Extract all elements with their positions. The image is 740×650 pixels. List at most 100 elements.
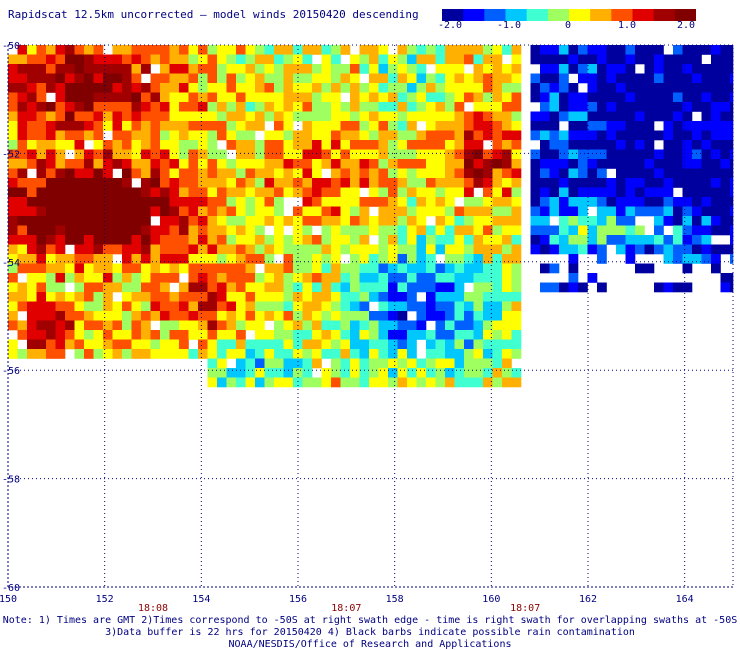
swath-cell [93,140,104,150]
swath-cell [236,92,246,103]
swath-cell [236,149,246,160]
swath-cell [483,92,493,103]
swath-cell [331,149,341,160]
swath-cell [93,235,104,245]
swath-cell [312,301,322,312]
swath-cell [635,130,645,141]
swath-cell [112,140,123,150]
swath-cell [331,368,341,378]
swath-cell [312,187,322,198]
swath-cell [597,159,607,169]
swath-cell [720,73,731,84]
swath-cell [112,54,123,65]
swath-cell [426,206,436,217]
swath-cell [445,311,455,321]
swath-cell [616,54,626,65]
swath-cell [8,92,18,103]
swath-cell [426,273,436,283]
swath-cell [321,263,332,274]
swath-cell [36,111,47,122]
swath-cell [511,197,522,207]
swath-cell [198,339,208,350]
swath-cell [112,121,123,131]
swath-cell [359,159,370,169]
swath-cell [711,254,721,264]
swath-cell [169,121,180,131]
swath-cell [112,225,123,236]
swath-cell [397,282,408,293]
swath-cell [359,244,370,255]
swath-cell [93,311,104,321]
swath-cell [673,130,683,141]
swath-cell [549,45,560,55]
swath-cell [426,292,436,302]
swath-cell [388,178,398,188]
swath-cell [635,235,645,245]
swath-cell [103,216,113,226]
swath-cell [616,121,626,131]
swath-cell [150,140,161,150]
swath-cell [321,368,332,378]
swath-cell [150,301,161,312]
swath-cell [93,121,104,131]
swath-cell [730,111,734,122]
swath-cell [407,178,417,188]
swath-cell [226,140,237,150]
swath-cell [388,54,398,65]
swath-cell [245,54,256,65]
swath-cell [692,149,702,160]
swath-cell [350,244,360,255]
swath-cell [492,339,503,350]
swath-cell [464,301,474,312]
swath-cell [388,140,398,150]
swath-cell [141,244,151,255]
note-line-1: Note: 1) Times are GMT 2)Times correspon… [2,615,738,626]
swath-cell [312,320,322,331]
swath-cell [198,140,208,150]
swath-cell [207,54,218,65]
swath-cell [293,206,303,217]
swath-cell [198,273,208,283]
swath-cell [445,178,455,188]
swath-cell [8,159,18,169]
swath-cell [359,339,370,350]
swath-cell [169,102,180,112]
swath-cell [350,358,360,369]
swath-cell [568,64,579,74]
swath-cell [350,311,360,321]
swath-cell [293,149,303,160]
swath-cell [616,149,626,160]
swath-cell [388,73,398,84]
swath-cell [131,330,142,340]
swath-cell [207,263,218,274]
swath-cell [46,178,56,188]
swath-cell [416,45,427,55]
swath-cell [160,73,170,84]
swath-cell [730,54,734,65]
swath-cell [160,168,170,179]
swath-cell [711,206,721,217]
swath-cell [312,111,322,122]
swath-cell [549,102,560,112]
swath-cell [606,206,617,217]
swath-cell [207,187,218,198]
swath-cell [65,235,75,245]
swath-cell [141,45,151,55]
swath-cell [426,349,436,359]
lon-tick-label: 150 [0,594,17,605]
swath-cell [131,159,142,169]
swath-cell [511,102,522,112]
swath-cell [644,168,655,179]
colorbar-tick-label: 0 [564,20,572,31]
swath-cell [350,73,360,84]
swath-cell [131,168,142,179]
swath-cell [340,83,351,93]
swath-cell [179,73,189,84]
swath-cell [559,282,569,293]
swath-cell [454,311,465,321]
swath-cell [36,330,47,340]
swath-cell [179,320,189,331]
swath-cell [131,73,142,84]
swath-cell [502,254,512,264]
swath-cell [169,235,180,245]
